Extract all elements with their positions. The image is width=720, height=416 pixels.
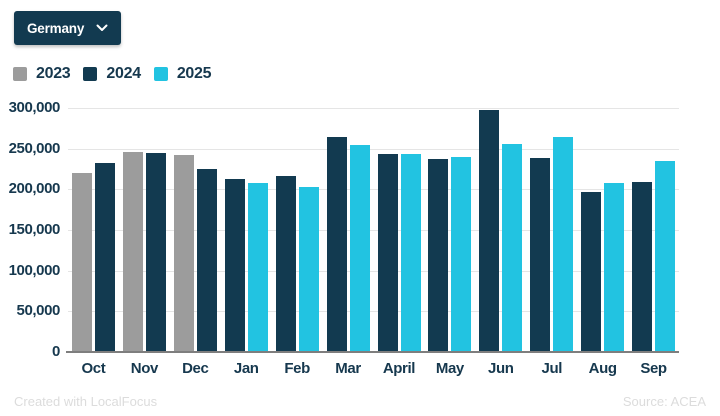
plot-area <box>68 108 679 352</box>
x-axis-label: April <box>382 360 416 377</box>
bar-2024-Aug[interactable] <box>581 191 602 352</box>
legend: 2023 2024 2025 <box>13 65 212 83</box>
bar-2024-Jun[interactable] <box>479 110 500 352</box>
bar-2025-Aug[interactable] <box>604 182 625 352</box>
bar-2024-Mar[interactable] <box>326 137 347 352</box>
x-axis-label: Oct <box>81 360 106 377</box>
bar-2024-Jan[interactable] <box>224 178 245 352</box>
x-axis-line <box>66 351 679 353</box>
y-axis-label: 150,000 <box>8 221 61 238</box>
legend-swatch-2024 <box>83 67 98 81</box>
bar-2024-May[interactable] <box>428 159 449 352</box>
x-axis-label: Jun <box>488 360 514 377</box>
bar-2024-Oct[interactable] <box>95 163 115 352</box>
chevron-down-icon <box>96 24 108 32</box>
bar-2025-Feb[interactable] <box>298 186 319 352</box>
bar-2025-Jul[interactable] <box>553 136 574 352</box>
bar-2025-Jan[interactable] <box>247 182 268 352</box>
legend-item-2023: 2023 <box>13 65 71 83</box>
bar-2025-Sep[interactable] <box>655 160 675 352</box>
legend-label: 2023 <box>36 65 71 82</box>
x-axis-label: Aug <box>588 360 617 377</box>
legend-label: 2024 <box>106 65 141 82</box>
legend-item-2025: 2025 <box>153 65 212 83</box>
y-axis-label: 250,000 <box>8 139 61 157</box>
credit-text: Created with LocalFocus <box>14 394 158 409</box>
country-dropdown-label: Germany <box>27 20 85 36</box>
country-dropdown[interactable]: Germany <box>14 11 122 45</box>
bar-2023-Dec[interactable] <box>173 155 194 352</box>
x-axis-label: Nov <box>130 360 159 377</box>
gridline <box>68 230 679 231</box>
bar-2024-Feb[interactable] <box>275 175 296 352</box>
x-axis-label: Feb <box>284 360 310 377</box>
x-axis-label: Jan <box>233 360 259 377</box>
legend-swatch-2023 <box>13 67 27 81</box>
bar-2024-April[interactable] <box>377 154 398 352</box>
bar-2023-Nov[interactable] <box>122 151 143 352</box>
gridline <box>68 270 679 272</box>
x-axis-label: May <box>435 360 464 377</box>
gridline <box>68 189 679 191</box>
bar-2025-Mar[interactable] <box>349 145 370 352</box>
x-axis-label: Jul <box>541 360 563 377</box>
y-axis-label: 200,000 <box>8 180 61 198</box>
bar-2024-Sep[interactable] <box>632 182 652 352</box>
bar-2024-Jul[interactable] <box>530 158 551 352</box>
legend-label: 2025 <box>176 65 212 82</box>
y-axis-label: 50,000 <box>16 302 61 320</box>
bar-2025-Jun[interactable] <box>502 143 523 352</box>
legend-swatch-2025 <box>153 67 168 81</box>
bar-2024-Nov[interactable] <box>145 152 166 352</box>
bar-2025-May[interactable] <box>451 156 472 352</box>
gridline <box>68 148 679 150</box>
source-text: Source: ACEA <box>622 394 706 409</box>
y-axis-label: 100,000 <box>8 261 61 279</box>
gridline <box>68 108 679 109</box>
x-axis-label: Sep <box>640 360 667 377</box>
bar-2023-Oct[interactable] <box>72 173 92 352</box>
gridline <box>68 311 679 313</box>
bar-2024-Dec[interactable] <box>196 169 217 352</box>
bar-2025-April[interactable] <box>400 154 421 352</box>
legend-item-2024: 2024 <box>83 65 141 83</box>
y-axis-label: 0 <box>52 343 60 360</box>
y-axis-label: 300,000 <box>8 99 61 116</box>
x-axis-label: Mar <box>335 360 361 377</box>
x-axis-label: Dec <box>182 360 209 377</box>
